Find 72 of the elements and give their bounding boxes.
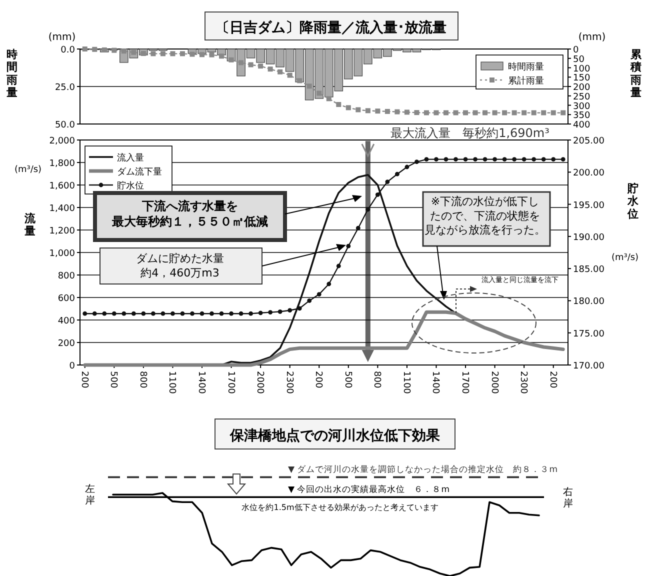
y-tick-label: 1,800 [49, 159, 76, 169]
y-tick-label: 400 [58, 316, 76, 326]
y-tick-label: 1,600 [49, 182, 76, 192]
y-axis-title: 時間雨量 [6, 48, 18, 99]
chart-title: 〔日吉ダム〕降雨量／流入量･放流量 [216, 19, 446, 36]
x-tick-label: 500 [342, 371, 352, 388]
x-tick-label: 2300 [284, 371, 294, 394]
text: (m³/s) [14, 165, 42, 175]
y-tick-label: 1,400 [49, 204, 76, 214]
y2-tick-label: 180.00 [573, 297, 605, 308]
legend-label: 貯水位 [117, 180, 144, 192]
y2-axis-title: 貯水位 [626, 182, 640, 220]
x-tick-label: 1100 [400, 371, 411, 394]
y2-tick-label: 190.00 [573, 232, 605, 243]
x-tick-label: 200 [313, 371, 324, 388]
annotation: ※下流の水位が低下したので、下流の状態を見ながら放流を行った。 [424, 195, 546, 237]
x-tick-label: 800 [372, 371, 382, 388]
y-tick-label: 0 [69, 362, 76, 372]
y2-tick-label: 200.00 [573, 168, 605, 179]
y-axis-title: 流量 [24, 212, 36, 238]
y2-tick-label: 150 [573, 74, 590, 84]
legend-label: 流入量 [117, 152, 144, 164]
x-tick-label: 1700 [460, 371, 470, 394]
legend-label: ダム流下量 [117, 166, 162, 178]
text: 右岸 [563, 487, 573, 510]
y2-tick-label: 50 [573, 54, 585, 65]
annotation: 水位を約1.5m低下させる効果があったと考えています [242, 503, 438, 512]
y2-tick-label: 250 [573, 92, 590, 102]
legend-label: 時間雨量 [508, 62, 544, 72]
y2-tick-label: 300 [573, 102, 590, 112]
y2-tick-label: 0 [573, 46, 579, 56]
y2-tick-label: 100 [573, 64, 590, 74]
y-tick-label: 2,000 [49, 136, 76, 146]
text: 左岸 [85, 483, 95, 506]
y2-tick-label: 400 [573, 120, 590, 130]
x-tick-label: 800 [137, 371, 148, 388]
y-tick-label: 200 [58, 339, 76, 349]
x-tick-label: 2300 [518, 371, 528, 394]
x-tick-label: 1700 [225, 371, 236, 394]
y-tick-label: 800 [58, 272, 76, 282]
x-tick-label: 2000 [488, 371, 499, 394]
y2-tick-label: 175.00 [573, 329, 605, 340]
annotation: ダムに貯めた水量約4，460万m3 [136, 252, 224, 280]
y2-axis-title: 累積雨量 [630, 48, 642, 99]
y-tick-label: 25.0 [54, 83, 76, 93]
y2-tick-label: 205.00 [573, 136, 605, 146]
x-tick-label: 200 [547, 371, 558, 388]
y2-tick-label: 350 [573, 111, 590, 122]
y-tick-label: 50.0 [54, 120, 76, 130]
y2-tick-label: 170.00 [573, 362, 605, 372]
y-tick-label: 0.0 [60, 46, 76, 56]
x-tick-label: 1400 [430, 371, 440, 394]
x-tick-label: 1400 [196, 371, 206, 394]
y2-tick-label: 195.00 [573, 200, 605, 211]
y-tick-label: 1,200 [49, 226, 76, 236]
legend-label: 累計雨量 [508, 76, 544, 86]
y-tick-label: 1,000 [49, 249, 76, 259]
x-tick-label: 2000 [254, 371, 265, 394]
chart-title: 保津橋地点での河川水位低下効果 [229, 428, 441, 444]
annotation: 最大流入量 毎秒約1,690m³ [390, 126, 550, 140]
ref-line-label: ▼ 今回の出水の実績最高水位 ６．８m [288, 484, 450, 496]
text: (mm) [578, 32, 606, 43]
y2-tick-label: 200 [573, 83, 590, 93]
x-tick-label: 1100 [166, 371, 177, 394]
text: (mm) [48, 32, 76, 43]
x-tick-label: 200 [78, 371, 89, 388]
ref-line-label: ▼ ダムで河川の水量を調節しなかった場合の推定水位 約８．３m [288, 464, 558, 476]
x-tick-label: 500 [108, 371, 118, 388]
annotation: 下流へ流す水量を最大毎秒約１，５５０㎥低減 [111, 199, 268, 229]
y2-tick-label: 185.00 [573, 265, 605, 276]
y-tick-label: 600 [58, 294, 76, 304]
text: (m³/s) [611, 253, 639, 263]
